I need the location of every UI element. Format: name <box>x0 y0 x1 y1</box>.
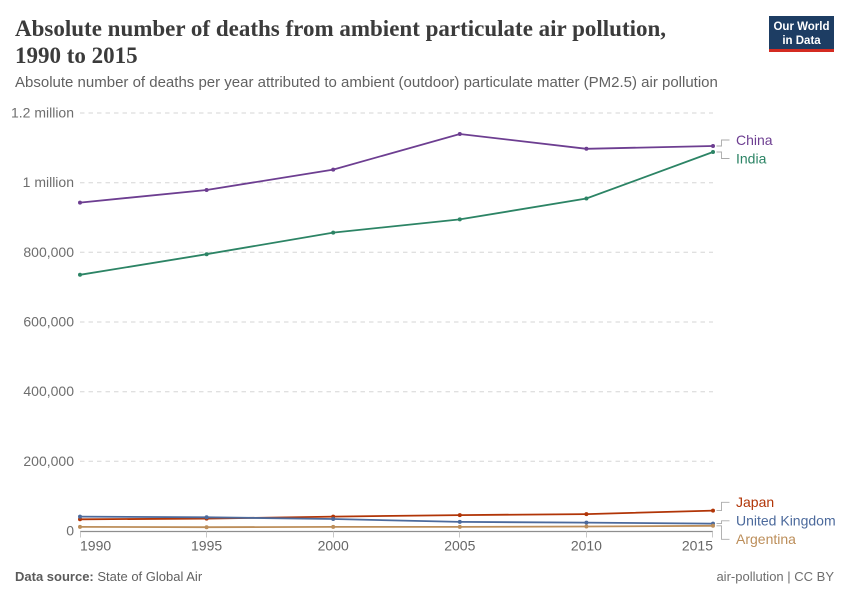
svg-text:Japan: Japan <box>736 494 774 510</box>
svg-text:2000: 2000 <box>318 538 349 554</box>
svg-text:600,000: 600,000 <box>23 314 74 330</box>
svg-text:2010: 2010 <box>571 538 602 554</box>
svg-text:United Kingdom: United Kingdom <box>736 513 836 529</box>
svg-text:Argentina: Argentina <box>736 531 796 547</box>
svg-text:India: India <box>736 150 767 166</box>
svg-text:1 million: 1 million <box>23 174 74 190</box>
svg-text:1995: 1995 <box>191 538 222 554</box>
svg-text:800,000: 800,000 <box>23 244 74 260</box>
svg-text:1990: 1990 <box>80 538 111 554</box>
svg-text:1.2 million: 1.2 million <box>11 105 74 121</box>
svg-text:2005: 2005 <box>444 538 475 554</box>
svg-text:China: China <box>736 132 773 148</box>
svg-text:400,000: 400,000 <box>23 383 74 399</box>
svg-text:2015: 2015 <box>682 538 713 554</box>
svg-text:0: 0 <box>66 523 74 539</box>
svg-text:200,000: 200,000 <box>23 453 74 469</box>
